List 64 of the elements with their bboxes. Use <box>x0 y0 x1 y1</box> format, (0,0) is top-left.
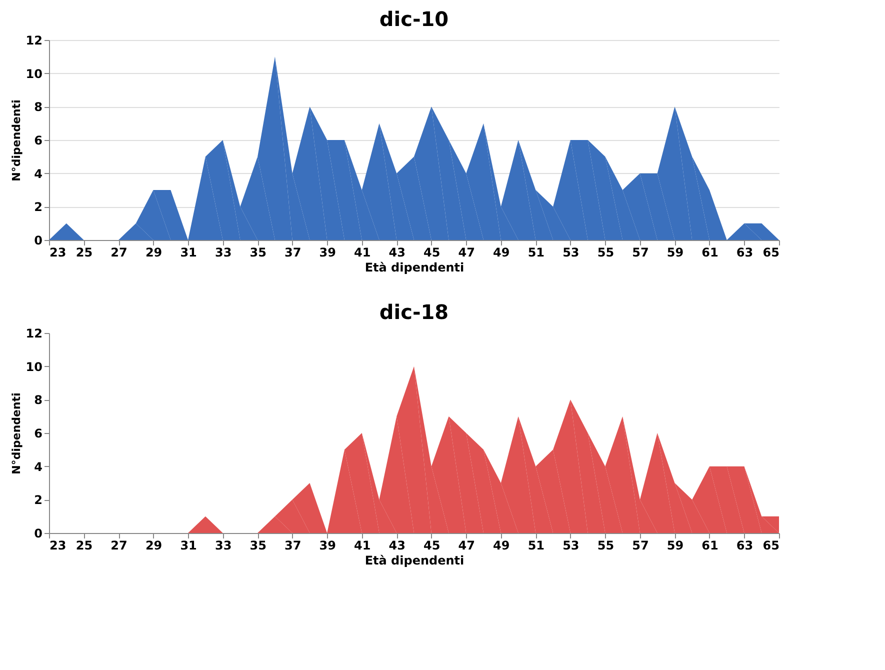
x-tick-label: 33 <box>214 246 232 260</box>
y-tick-label: 12 <box>26 34 42 48</box>
x-tick-label: 25 <box>76 246 93 260</box>
x-tick-label: 23 <box>50 246 66 260</box>
x-tick-label: 39 <box>319 246 336 260</box>
x-tick-label: 63 <box>736 246 754 260</box>
x-tick-label: 63 <box>736 538 754 552</box>
x-tick-label: 59 <box>666 246 684 260</box>
y-tick-label: 2 <box>34 493 42 508</box>
y-tick-label: 6 <box>34 134 42 148</box>
y-tick-label: 0 <box>34 526 42 540</box>
x-tick-label: 33 <box>214 538 232 552</box>
chart-title: dic-18 <box>379 300 449 324</box>
x-tick-label: 55 <box>597 246 614 260</box>
x-axis-title: Età dipendenti <box>364 554 464 568</box>
x-tick-label: 47 <box>458 246 475 260</box>
x-tick-label: 23 <box>50 538 66 552</box>
y-axis-title: N°dipendenti <box>10 392 23 474</box>
x-tick-label: 61 <box>702 538 718 552</box>
x-tick-label: 35 <box>250 538 266 552</box>
chart-title: dic-10 <box>379 7 449 31</box>
x-tick-label: 43 <box>388 538 406 552</box>
x-tick-label: 49 <box>493 246 510 260</box>
x-tick-label: 29 <box>145 246 162 260</box>
x-tick-label: 51 <box>528 246 545 260</box>
x-tick-label: 59 <box>666 538 684 552</box>
x-tick-label: 45 <box>424 246 440 260</box>
x-tick-label: 65 <box>762 246 780 260</box>
x-tick-label: 25 <box>76 538 93 552</box>
x-tick-label: 27 <box>110 538 128 552</box>
x-tick-label: 43 <box>388 246 406 260</box>
x-tick-label: 49 <box>493 538 510 552</box>
x-tick-label: 47 <box>458 538 475 552</box>
x-axis-title: Età dipendenti <box>364 260 464 274</box>
y-tick-label: 2 <box>34 200 42 214</box>
x-tick-label: 57 <box>632 538 649 552</box>
y-tick-label: 8 <box>34 100 42 114</box>
y-tick-label: 4 <box>34 166 42 181</box>
x-tick-label: 41 <box>354 246 371 260</box>
x-tick-label: 45 <box>424 538 440 552</box>
y-axis-title: N°dipendenti <box>10 100 23 182</box>
x-tick-label: 51 <box>528 538 545 552</box>
x-tick-label: 31 <box>180 538 197 552</box>
y-tick-label: 0 <box>34 234 42 248</box>
x-tick-label: 31 <box>180 246 197 260</box>
x-tick-label: 55 <box>597 538 614 552</box>
x-tick-label: 53 <box>562 538 580 552</box>
x-tick-label: 37 <box>284 538 302 552</box>
x-tick-label: 37 <box>284 246 302 260</box>
y-tick-label: 10 <box>26 66 42 81</box>
x-tick-label: 53 <box>562 246 580 260</box>
x-tick-label: 61 <box>702 246 718 260</box>
y-tick-label: 12 <box>26 326 42 340</box>
y-tick-label: 8 <box>34 393 42 408</box>
x-tick-label: 29 <box>145 538 162 552</box>
x-tick-label: 57 <box>632 246 649 260</box>
x-tick-label: 35 <box>250 246 266 260</box>
y-tick-label: 10 <box>26 360 42 374</box>
x-tick-label: 27 <box>110 246 128 260</box>
y-tick-label: 6 <box>34 426 42 440</box>
x-tick-label: 39 <box>319 538 336 552</box>
y-tick-label: 4 <box>34 460 42 474</box>
x-tick-label: 41 <box>354 538 371 552</box>
x-tick-label: 65 <box>762 538 780 552</box>
